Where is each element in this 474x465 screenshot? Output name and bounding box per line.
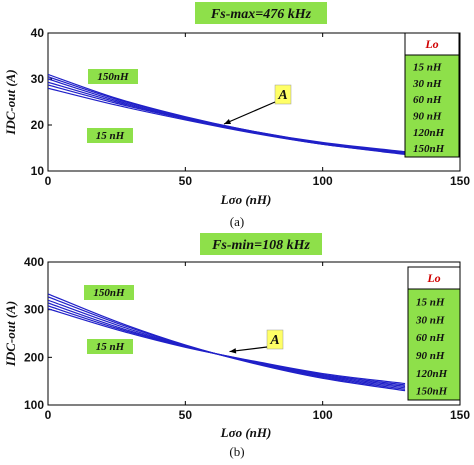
chart-title: Fs-min=108 kHz	[211, 238, 310, 253]
annotation-upper-box	[88, 69, 138, 84]
x-tick-label: 100	[313, 174, 333, 188]
legend-entry: 60 nH	[413, 94, 442, 106]
y-tick-label: 300	[24, 303, 44, 317]
annotation-lower: 15 nH	[96, 341, 125, 353]
y-tick-label: 30	[31, 72, 45, 86]
x-tick-label: 50	[179, 174, 193, 188]
x-axis-label: Lσo (nH)	[220, 425, 272, 440]
y-axis-label: IDC-out (A)	[3, 69, 18, 135]
legend-header	[407, 266, 461, 290]
legend-title: Lo	[424, 37, 438, 51]
legend-entry: 150nH	[416, 386, 448, 398]
series-group	[48, 73, 406, 156]
legend-entry: 30 nH	[412, 78, 442, 90]
y-tick-label: 200	[24, 350, 44, 364]
legend-entry: 60 nH	[416, 332, 445, 344]
legend-header	[404, 32, 460, 56]
series-line-6	[48, 308, 406, 385]
annotation-lower-box	[87, 339, 133, 354]
y-tick-label: 400	[24, 255, 44, 269]
chart-panel-b: Fs-min=108 kHz 0 50 100 150 100 200 300 400 150nH…	[3, 233, 470, 459]
point-a-arrow	[223, 101, 276, 125]
y-axis-label: IDC-out (A)	[3, 301, 18, 367]
x-axis-label: Lσo (nH)	[220, 192, 272, 207]
x-tick-label: 150	[450, 174, 470, 188]
x-tick-label: 0	[45, 408, 52, 422]
legend-entry: 15 nH	[416, 296, 445, 308]
legend-entry: 90 nH	[413, 110, 442, 122]
series-group	[48, 293, 406, 392]
point-a-box	[266, 329, 284, 350]
annotation-upper: 150nH	[93, 287, 125, 299]
point-a-arrowhead	[229, 348, 237, 354]
legend-entry: 120nH	[413, 127, 445, 139]
annotation-lower-box	[87, 128, 133, 143]
y-tick-label: 20	[31, 118, 45, 132]
y-tick-label: 40	[31, 26, 45, 40]
point-a-label: A	[277, 88, 287, 103]
chart-title-box	[200, 233, 322, 255]
figure-caption: (a)	[230, 214, 244, 229]
x-tick-label: 50	[179, 408, 193, 422]
y-tick-label: 10	[31, 164, 45, 178]
legend-title: Lo	[426, 271, 440, 285]
annotation-upper-box	[84, 285, 134, 300]
x-tick-label: 100	[313, 408, 333, 422]
legend-entry: 30 nH	[415, 314, 445, 326]
annotation-upper: 150nH	[97, 71, 129, 83]
x-tick-label: 150	[450, 408, 470, 422]
figure-caption: (b)	[229, 444, 244, 459]
point-a-arrowhead	[224, 118, 232, 124]
legend-entry: 90 nH	[416, 350, 445, 362]
series-line-6	[48, 87, 406, 156]
chart-title-box	[195, 2, 327, 24]
point-a-box	[274, 84, 292, 105]
point-a-label: A	[269, 333, 279, 348]
legend-entry: 150nH	[413, 143, 445, 155]
x-tick-label: 0	[45, 174, 52, 188]
legend-entry: 15 nH	[413, 61, 442, 73]
annotation-lower: 15 nH	[96, 130, 125, 142]
chart-title: Fs-max=476 kHz	[210, 7, 312, 22]
chart-panel-a: Fs-max=476 kHz 0 50 100 150 10 20 30 40 150nH 15 n…	[3, 2, 470, 229]
y-tick-label: 100	[24, 398, 44, 412]
legend-entry: 120nH	[416, 368, 448, 380]
